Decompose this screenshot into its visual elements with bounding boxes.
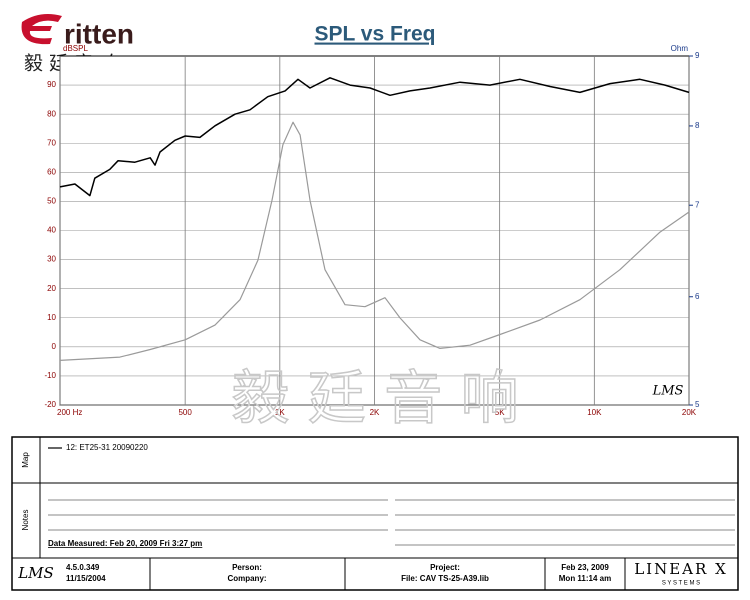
brand-mark: LMS [652, 384, 684, 399]
plot: -20 -10 0 10 20 30 40 50 60 70 80 90 200 Hz 500 1K 2K 5K… [44, 51, 700, 417]
version: 4.5.0.349 [66, 563, 100, 572]
y2-tick-label: 8 [695, 121, 700, 130]
y2-axis-label: Ohm [671, 44, 689, 53]
map-label: Map [21, 452, 30, 468]
panel-frame [11, 436, 739, 591]
chart-title: SPL vs Freq [315, 23, 436, 46]
build-date: 11/15/2004 [66, 574, 106, 583]
date: Feb 23, 2009 [561, 563, 609, 572]
y-tick-label: 70 [47, 138, 56, 147]
y2-tick-label: 7 [695, 200, 700, 209]
footer-brand-sub: S Y S T E M S [662, 581, 700, 587]
y2-tick-label: 5 [695, 400, 700, 409]
x-tick-label: 2K [370, 408, 380, 417]
logo-text: ritten [64, 18, 134, 49]
series-line [59, 121, 690, 361]
x-tick-label: 20K [682, 408, 697, 417]
y-tick-label: 20 [47, 284, 56, 293]
y-tick-label: 90 [47, 80, 56, 89]
x-tick-label: 5K [495, 408, 505, 417]
x-tick-label: 10K [587, 408, 602, 417]
series-line [59, 77, 690, 197]
legend-entry: 12: ET25-31 20090220 [66, 443, 148, 452]
notes-text: Data Measured: Feb 20, 2009 Fri 3:27 pm [48, 539, 202, 548]
y2-tick-label: 6 [695, 292, 700, 301]
y-tick-label: 0 [52, 342, 57, 351]
company: Company: [227, 574, 266, 583]
y-tick-label: 50 [47, 197, 56, 206]
x-tick-label: 500 [178, 408, 192, 417]
note-lines [48, 499, 735, 546]
file: File: CAV TS-25-A39.lib [401, 574, 489, 583]
project: Project: [430, 563, 460, 572]
time: Mon 11:14 am [559, 574, 611, 583]
y-tick-label: 80 [47, 109, 56, 118]
y-tick-label: -20 [44, 400, 56, 409]
y-axis-label: dBSPL [63, 44, 88, 53]
x-tick-label: 200 Hz [57, 408, 82, 417]
y-tick-label: 30 [47, 255, 56, 264]
footer-logo: LMS [17, 564, 54, 582]
y-tick-label: 60 [47, 167, 56, 176]
y-tick-label: 10 [47, 313, 56, 322]
y2-tick-label: 9 [695, 51, 700, 60]
watermark: 毅 廷 音 响 [231, 364, 518, 432]
y-tick-label: -10 [44, 371, 56, 380]
footer-brand: LINEAR X [634, 560, 728, 578]
logo-mark [21, 14, 62, 45]
notes-label: Notes [21, 510, 30, 531]
x-tick-label: 1K [275, 408, 285, 417]
person: Person: [232, 563, 262, 572]
y-tick-label: 40 [47, 226, 56, 235]
